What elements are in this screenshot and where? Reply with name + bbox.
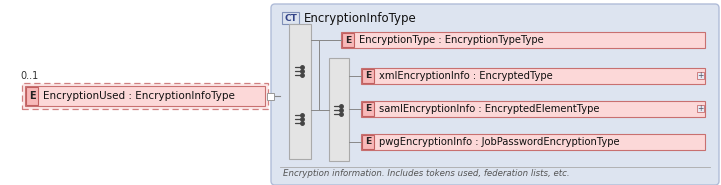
Text: E: E [345, 36, 351, 45]
Text: E: E [29, 91, 35, 101]
Bar [361, 68, 705, 84]
Bar [282, 12, 299, 24]
Bar [26, 87, 38, 105]
Bar [289, 24, 311, 159]
Bar [342, 33, 354, 47]
FancyBboxPatch shape [271, 4, 719, 185]
Bar [25, 86, 265, 106]
Bar [362, 69, 374, 83]
Bar [267, 92, 274, 100]
Text: CT: CT [284, 14, 297, 23]
Bar [362, 102, 374, 116]
FancyBboxPatch shape [22, 83, 268, 109]
Text: EncryptionUsed : EncryptionInfoType: EncryptionUsed : EncryptionInfoType [43, 91, 235, 101]
Bar [697, 105, 704, 112]
Bar [361, 134, 705, 150]
Text: EncryptionType : EncryptionTypeType: EncryptionType : EncryptionTypeType [359, 35, 544, 45]
Bar [361, 101, 705, 117]
Text: E: E [365, 137, 371, 146]
Bar [697, 72, 704, 79]
Text: xmlEncryptionInfo : EncryptedType: xmlEncryptionInfo : EncryptedType [379, 71, 553, 81]
Text: +: + [697, 71, 704, 80]
Bar [341, 32, 705, 48]
Text: Encryption information. Includes tokens used, federation lists, etc.: Encryption information. Includes tokens … [283, 169, 570, 178]
Text: EncryptionInfoType: EncryptionInfoType [304, 11, 417, 24]
Text: 0..1: 0..1 [20, 71, 38, 81]
Bar [329, 58, 349, 161]
Text: E: E [365, 104, 371, 113]
Text: +: + [697, 104, 704, 113]
Bar [362, 135, 374, 149]
Text: samlEncryptionInfo : EncryptedElementType: samlEncryptionInfo : EncryptedElementTyp… [379, 104, 599, 114]
Text: E: E [365, 71, 371, 80]
Text: pwgEncryptionInfo : JobPasswordEncryptionType: pwgEncryptionInfo : JobPasswordEncryptio… [379, 137, 619, 147]
